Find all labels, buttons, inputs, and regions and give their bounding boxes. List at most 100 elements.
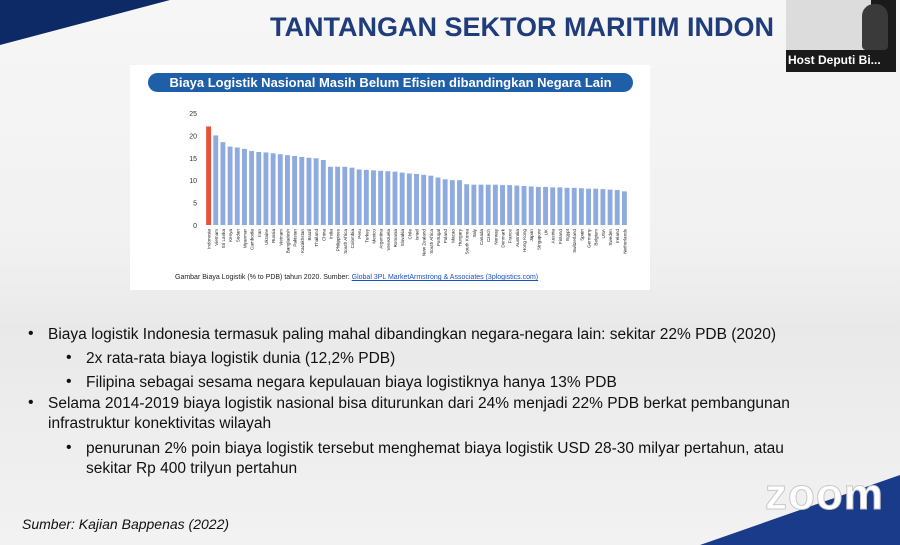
sub-bullet-item: Filipina sebagai sesama negara kepulauan… xyxy=(86,374,617,391)
x-tick-label: Singapore xyxy=(536,229,541,250)
chart-bar xyxy=(256,151,262,225)
chart-bar xyxy=(507,185,513,225)
x-tick-label: Bangladesh xyxy=(285,229,290,254)
corner-decoration-top-left xyxy=(0,0,170,45)
x-tick-label: Australia xyxy=(515,229,520,247)
y-tick-label: 5 xyxy=(193,201,197,208)
chart-bar xyxy=(270,153,276,225)
chart-bar xyxy=(406,173,412,225)
chart-bar xyxy=(378,170,384,225)
x-tick-label: Brazil xyxy=(307,229,312,241)
caption-text: Gambar Biaya Logistik (% to PDB) tahun 2… xyxy=(175,274,352,281)
chart-bar xyxy=(514,185,520,225)
x-tick-label: South Africa xyxy=(343,229,348,254)
x-tick-label: Spain xyxy=(579,229,584,241)
chart-bar xyxy=(421,174,427,225)
x-tick-label: Russia xyxy=(271,229,276,243)
bullet-dot: • xyxy=(28,325,34,342)
x-tick-label: Colombia xyxy=(350,229,355,249)
participant-silhouette xyxy=(862,4,888,50)
x-tick-label: Netherlands xyxy=(622,228,627,253)
chart-bar xyxy=(335,166,341,225)
y-tick-label: 20 xyxy=(189,133,197,140)
chart-bar xyxy=(363,169,369,225)
chart-bar xyxy=(306,157,312,225)
chart-bar xyxy=(392,171,398,225)
y-tick-label: 0 xyxy=(193,223,197,230)
y-tick-label: 15 xyxy=(189,156,197,163)
chart-caption: Gambar Biaya Logistik (% to PDB) tahun 2… xyxy=(175,274,538,281)
x-tick-label: Ireland xyxy=(615,229,620,243)
chart-bar xyxy=(435,177,441,225)
chart-bar xyxy=(535,186,541,225)
chart-bar xyxy=(241,148,247,225)
x-tick-label: India xyxy=(328,229,333,239)
x-tick-label: Egypt xyxy=(565,228,570,240)
x-tick-label: Ukraine xyxy=(264,229,269,245)
chart-bar xyxy=(464,184,470,225)
chart-bar xyxy=(521,186,527,225)
chart-header: Biaya Logistik Nasional Masih Belum Efis… xyxy=(148,73,633,92)
sub-bullet-item: 2x rata-rata biaya logistik dunia (12,2%… xyxy=(86,350,396,367)
x-tick-label: Venezuela xyxy=(386,229,391,251)
caption-source-link[interactable]: Global 3PL MarketArmstrong & Associates … xyxy=(351,274,539,281)
x-tick-label: Slovakia xyxy=(400,229,405,247)
chart-bar xyxy=(457,180,462,225)
x-tick-label: Germany xyxy=(587,228,592,248)
x-tick-label: China xyxy=(321,229,326,241)
chart-bar xyxy=(607,189,613,225)
chart-bar xyxy=(249,151,255,225)
chart-bar xyxy=(564,187,570,225)
chart-bar xyxy=(263,152,269,225)
chart-bar xyxy=(220,142,226,225)
x-tick-label: Vietnam xyxy=(214,229,219,246)
participant-video-tile[interactable]: Host Deputi Bi... xyxy=(786,0,896,72)
video-background xyxy=(786,0,871,50)
chart-bar xyxy=(571,187,577,225)
participant-name: Host Deputi Bi... xyxy=(788,53,881,67)
bullet-item-continuation: infrastruktur konektivitas wilayah xyxy=(48,415,272,432)
x-tick-label: Iran xyxy=(257,229,262,237)
chart-bar xyxy=(471,184,477,225)
chart-panel: Biaya Logistik Nasional Masih Belum Efis… xyxy=(130,65,650,290)
chart-bar xyxy=(614,190,620,225)
bullet-dot: • xyxy=(66,439,72,456)
x-tick-label: Philippines xyxy=(336,228,341,251)
x-tick-label: South Korea xyxy=(465,229,470,255)
chart-bar xyxy=(543,186,548,225)
x-tick-label: South Africa xyxy=(429,229,434,254)
chart-bar xyxy=(385,171,391,225)
zoom-watermark: zoom xyxy=(765,470,884,520)
chart-bar xyxy=(593,188,599,225)
chart-bar xyxy=(292,156,298,225)
x-tick-label: Thailand xyxy=(314,229,319,247)
x-tick-label: Canada xyxy=(479,229,484,246)
chart-bar xyxy=(313,158,319,225)
x-tick-label: Israel xyxy=(415,229,420,240)
chart-bar xyxy=(328,166,333,225)
x-tick-label: Pakistan xyxy=(293,229,298,247)
x-tick-label: Kenya xyxy=(228,229,233,242)
slide-title: TANTANGAN SEKTOR MARITIM INDON xyxy=(270,12,774,42)
y-tick-label: 25 xyxy=(189,111,197,118)
x-tick-label: Indonesia xyxy=(207,229,212,249)
chart-bar xyxy=(442,179,448,225)
x-tick-label: France xyxy=(508,229,513,244)
bullet-item: Selama 2014-2019 biaya logistik nasional… xyxy=(48,395,790,412)
bullet-dot: • xyxy=(66,373,72,390)
bullet-dot: • xyxy=(66,349,72,366)
x-tick-label: Poland xyxy=(443,229,448,244)
x-tick-label: Sri Lanka xyxy=(221,229,226,249)
x-tick-label: Mexico xyxy=(371,229,376,244)
source-note: Sumber: Kajian Bappenas (2022) xyxy=(22,516,230,532)
x-tick-label: Myanmar xyxy=(242,229,247,249)
x-tick-label: Norway xyxy=(493,228,498,244)
chart-bar xyxy=(227,146,233,225)
x-tick-label: Switzerland xyxy=(572,229,577,253)
x-tick-label: Austria xyxy=(551,229,556,244)
x-tick-label: USA xyxy=(601,228,606,238)
corner-decoration-bottom-right xyxy=(700,475,900,545)
chart-bar xyxy=(478,184,484,225)
chart-bar xyxy=(356,169,362,225)
